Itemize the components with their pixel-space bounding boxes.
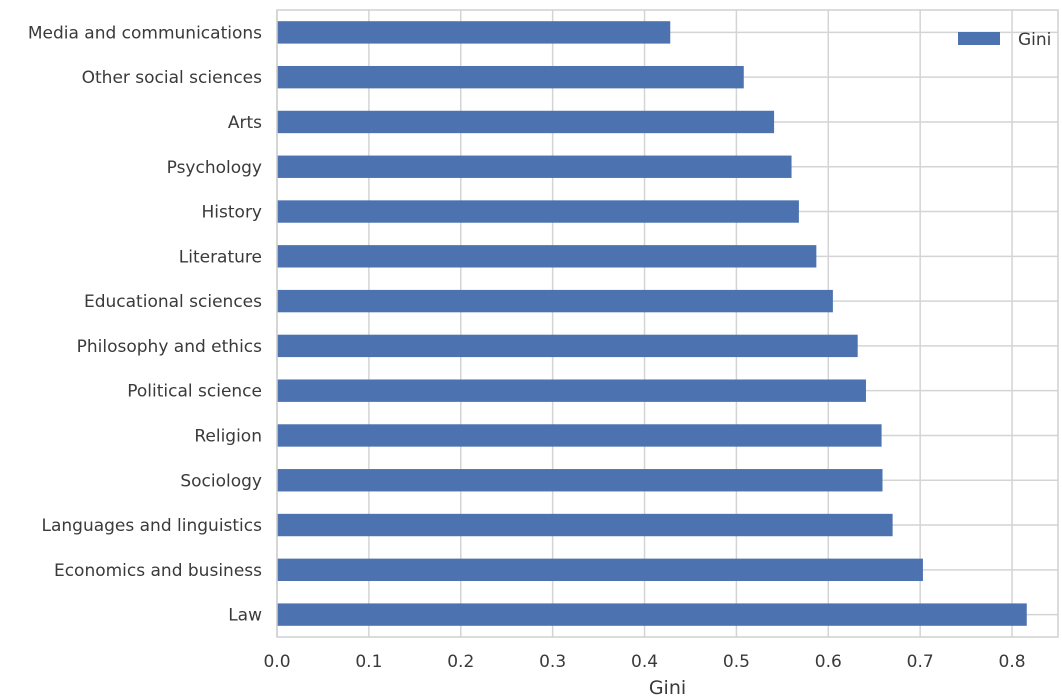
bar xyxy=(277,200,799,223)
y-tick-label: Philosophy and ethics xyxy=(77,337,263,357)
bar xyxy=(277,21,671,44)
x-tick-label: 0.7 xyxy=(907,652,934,672)
x-tick-label: 0.0 xyxy=(263,652,290,672)
x-tick-label: 0.2 xyxy=(447,652,474,672)
plot-border xyxy=(276,9,1059,638)
y-tick-label: Law xyxy=(228,606,262,626)
y-tick-labels: Media and communications Other social sci… xyxy=(28,23,262,625)
bar xyxy=(277,469,883,492)
y-tick-label: Educational sciences xyxy=(84,292,262,312)
y-tick-label: Languages and linguistics xyxy=(41,516,262,536)
bar xyxy=(277,379,866,402)
y-tick-label: Other social sciences xyxy=(82,68,263,88)
legend: Gini xyxy=(958,30,1051,50)
bar xyxy=(277,334,858,358)
plot-area xyxy=(277,10,1058,637)
x-axis-title: Gini xyxy=(649,677,686,697)
bar xyxy=(277,65,744,89)
bar xyxy=(277,155,792,178)
x-tick-label: 0.3 xyxy=(539,652,566,672)
bar xyxy=(277,289,833,313)
y-tick-label: Religion xyxy=(194,426,262,446)
y-tick-label: Economics and business xyxy=(54,561,262,581)
bar xyxy=(277,603,1027,626)
legend-swatch xyxy=(958,32,1000,45)
bar xyxy=(277,245,817,268)
x-tick-label: 0.8 xyxy=(999,652,1026,672)
y-tick-label: Sociology xyxy=(180,471,262,491)
x-tick-label: 0.6 xyxy=(815,652,842,672)
bar xyxy=(277,424,882,447)
y-tick-label: Political science xyxy=(127,382,262,402)
y-tick-label: Psychology xyxy=(167,158,262,178)
x-tick-label: 0.1 xyxy=(355,652,382,672)
x-tick-labels: 0.0 0.1 0.2 0.3 0.4 0.5 0.6 0.7 0.8 xyxy=(263,652,1025,672)
bar xyxy=(277,558,923,582)
y-tick-label: Media and communications xyxy=(28,23,262,43)
bars xyxy=(277,21,1027,626)
bar xyxy=(277,110,775,134)
bar xyxy=(277,513,893,537)
y-tick-label: History xyxy=(202,203,262,223)
y-tick-label: Literature xyxy=(179,247,262,267)
x-tick-label: 0.5 xyxy=(723,652,750,672)
x-tick-label: 0.4 xyxy=(631,652,658,672)
y-tick-label: Arts xyxy=(228,113,262,133)
legend-label: Gini xyxy=(1018,30,1051,50)
